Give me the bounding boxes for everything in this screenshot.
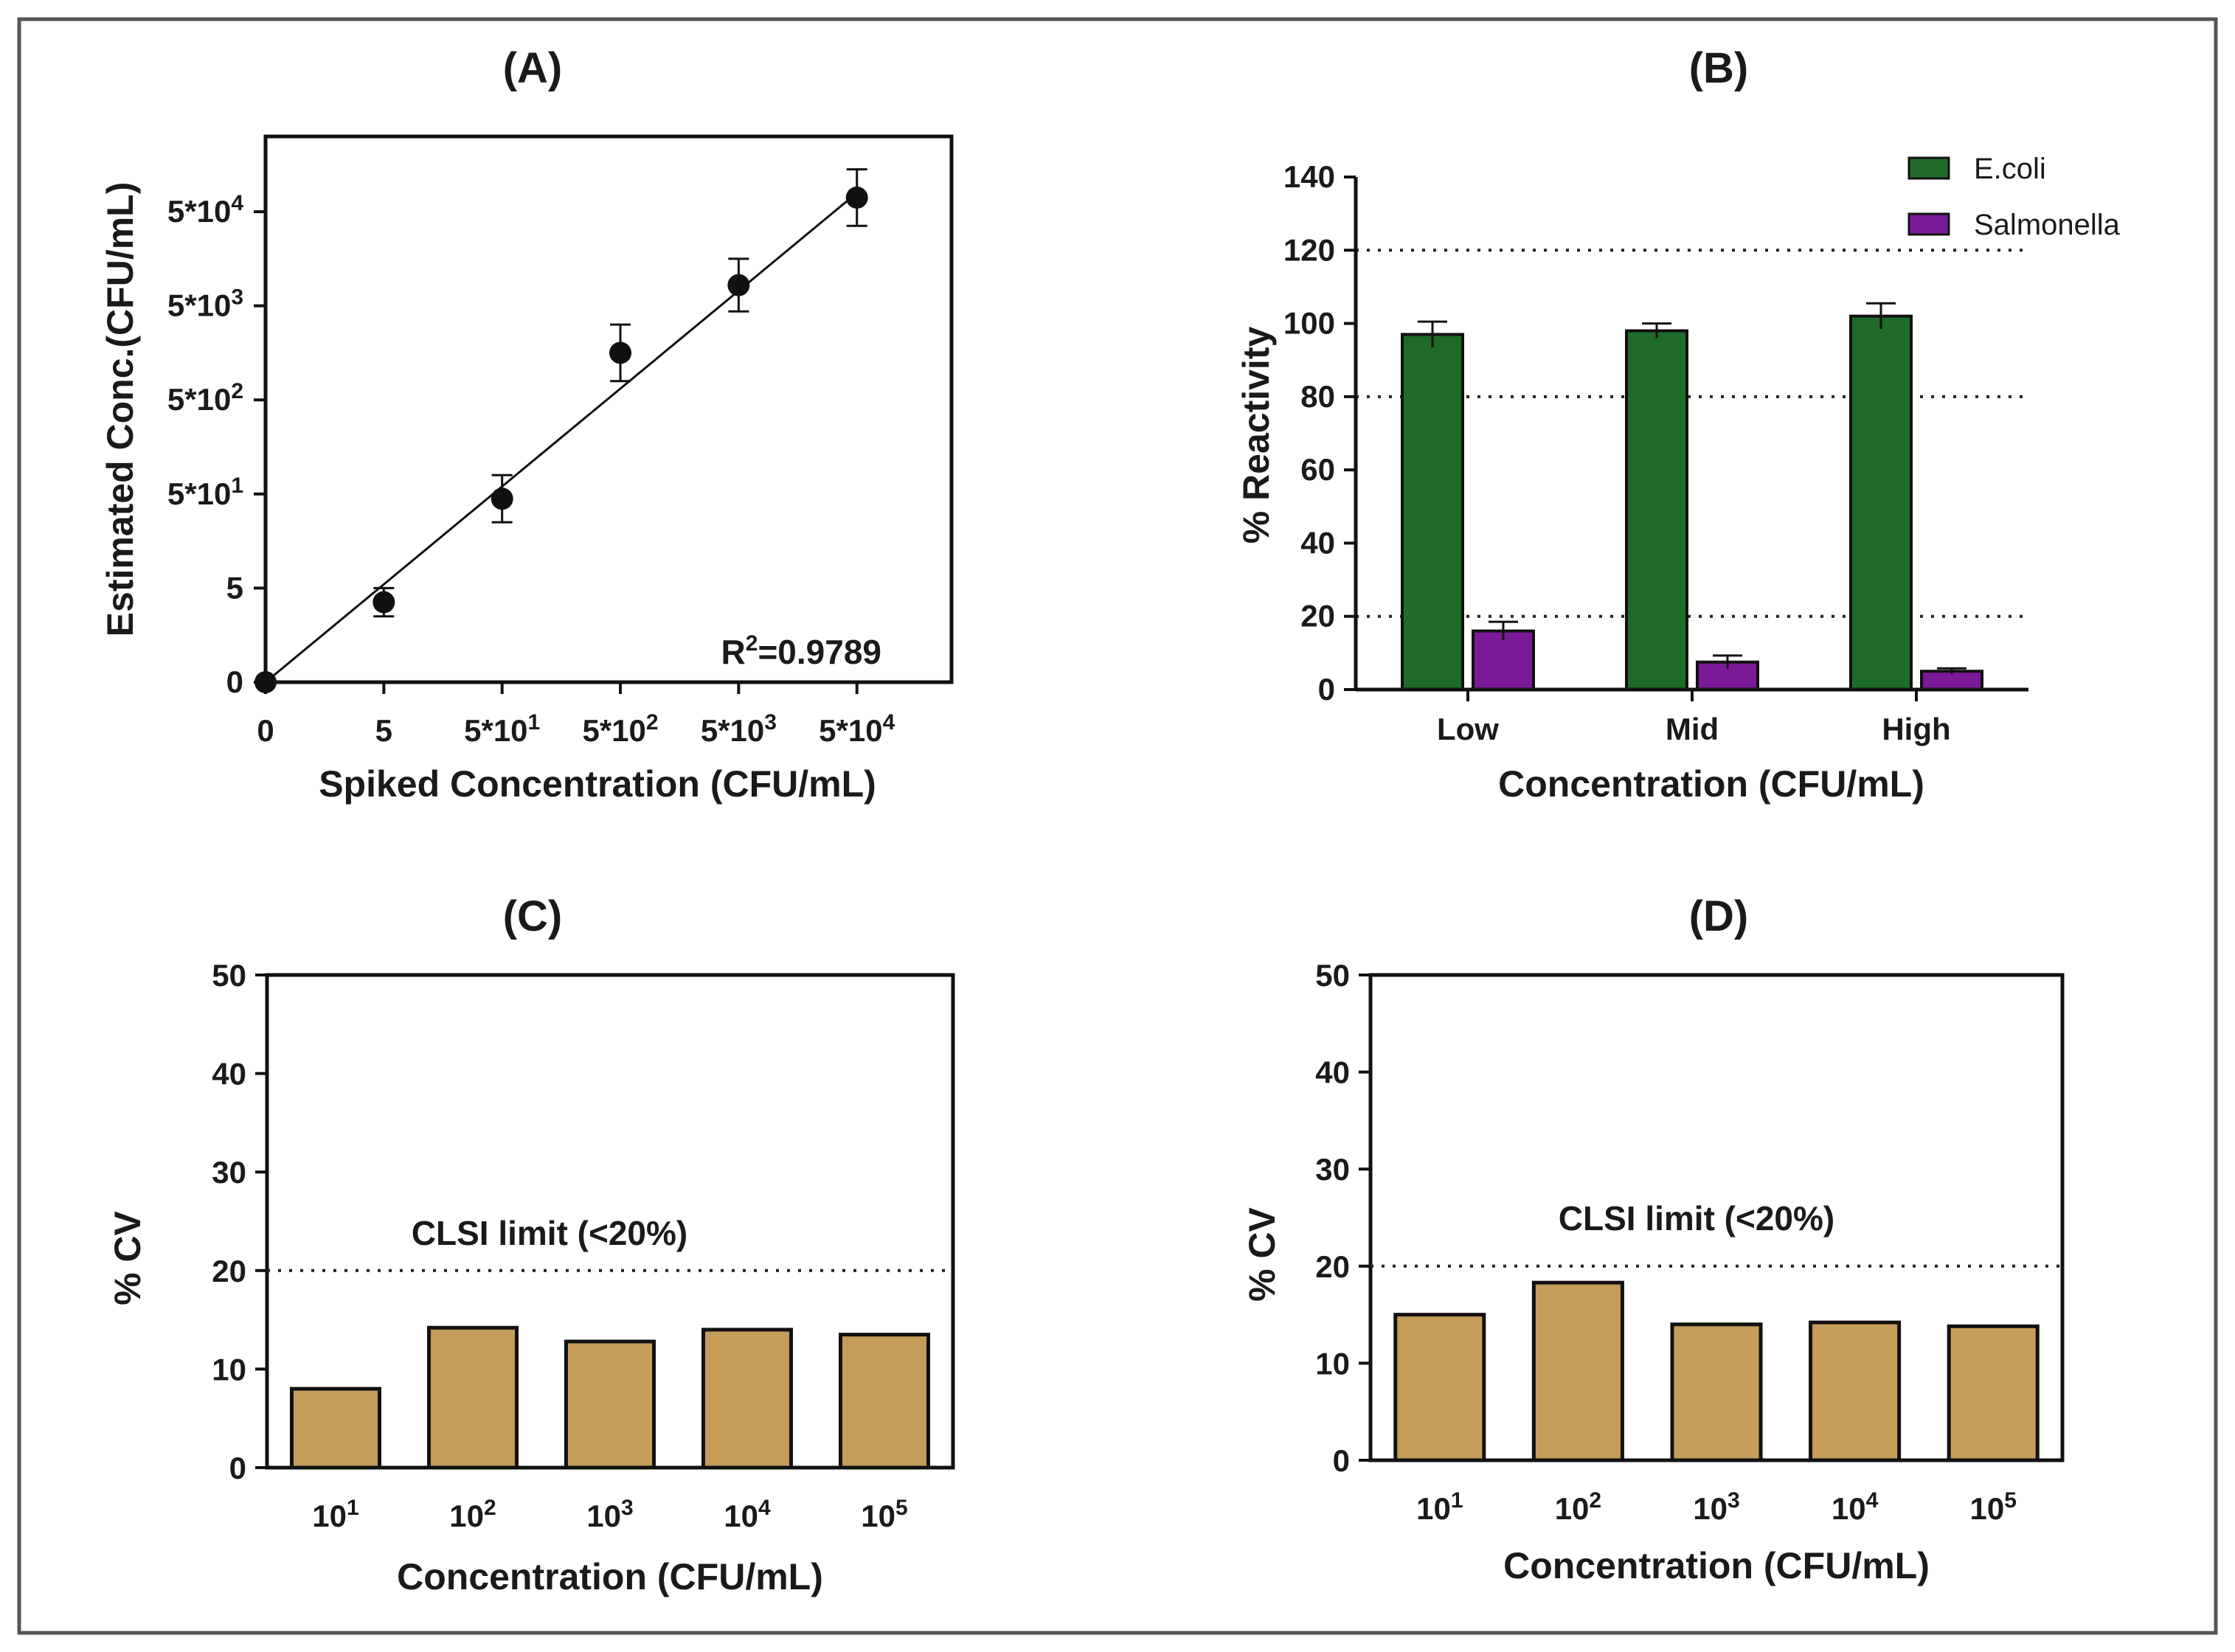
panel-c-x-tick-label: 103 [586, 1496, 633, 1533]
panel-d-reference-label: CLSI limit (<20%) [1559, 1199, 1834, 1238]
panel-c-x-tick-label: 105 [861, 1496, 907, 1533]
panel-b-legend-swatch [1907, 212, 1950, 236]
panel-a-plot-frame [263, 134, 954, 684]
panel-c-y-tick-label: 20 [212, 1254, 246, 1288]
panel-c-title: (C) [503, 892, 563, 940]
panel-c-bar [564, 1339, 656, 1470]
panel-c-x-title: Concentration (CFU/mL) [397, 1556, 823, 1597]
panel-d-bar [1809, 1320, 1902, 1462]
panel-a-y-tick-label: 5 [226, 570, 243, 605]
panel-d-y-title: % CV [1241, 1207, 1283, 1301]
panel-a-data-point [727, 274, 750, 296]
panel-a-y-tick-label: 5*104 [167, 191, 243, 229]
panel-d-x-tick-label: 104 [1832, 1488, 1879, 1526]
panel-a-x-tick-label: 5 [375, 713, 392, 748]
panel-d-x-title: Concentration (CFU/mL) [1503, 1545, 1930, 1586]
panel-b-x-tick-label: Mid [1666, 712, 1719, 746]
panel-a-x-tick-label: 5*104 [819, 710, 895, 748]
panel-b-y-tick-label: 60 [1300, 452, 1335, 487]
panel-b: (B) Low Mid High 0 20 40 60 80 100 120 140 Concentra… [1236, 44, 2121, 805]
panel-b-y-tick-label: 0 [1318, 672, 1335, 707]
panel-a-r2-label: R2=0.9789 [721, 631, 881, 671]
panel-a-y-title: Estimated Conc.(CFU/mL) [100, 182, 141, 637]
panel-b-x-tick-label: High [1882, 712, 1950, 746]
panel-a-y-tick-label: 5*103 [167, 285, 243, 323]
panel-b-y-tick-label: 40 [1300, 525, 1335, 560]
panel-a-data-point [491, 487, 513, 510]
panel-d-bar [1531, 1280, 1624, 1462]
panel-b-bar-salmonella [1472, 629, 1535, 691]
panel-b-title: (B) [1689, 44, 1749, 92]
panel-b-y-tick-label: 120 [1283, 232, 1335, 267]
panel-c-reference-label: CLSI limit (<20%) [412, 1214, 687, 1252]
panel-d-y-tick-label: 20 [1315, 1249, 1350, 1284]
figure-frame [17, 17, 2218, 1635]
panel-c-y-tick-label: 50 [212, 958, 246, 993]
panel-d-y-tick-label: 50 [1315, 958, 1350, 993]
panel-a-x-tick-label: 0 [257, 713, 274, 748]
panel-d: (D) CLSI limit (<20%) 101 102 103 104 105 0 10 20… [1241, 892, 2065, 1586]
panel-a-x-tick-label: 5*102 [582, 710, 658, 748]
panel-c-y-title: % CV [107, 1210, 148, 1305]
panel-a-data-point [254, 671, 277, 693]
panel-d-title: (D) [1689, 892, 1749, 940]
panel-d-bar [1393, 1313, 1486, 1462]
panel-c-x-tick-label: 101 [312, 1496, 358, 1533]
panel-c-bar [701, 1328, 794, 1470]
panel-a-y-tick-label: 0 [226, 664, 243, 699]
panel-c-x-tick-label: 102 [449, 1496, 496, 1533]
panel-a-data-point [609, 341, 632, 364]
panel-c-y-tick-label: 40 [212, 1057, 246, 1092]
panel-b-x-title: Concentration (CFU/mL) [1498, 763, 1924, 805]
panel-c-x-tick-label: 104 [724, 1496, 771, 1533]
panel-c-bar [289, 1386, 382, 1470]
panel-c-y-tick-label: 0 [229, 1451, 246, 1485]
panel-d-x-tick-label: 101 [1416, 1488, 1463, 1526]
panel-d-x-tick-label: 105 [1969, 1488, 2016, 1526]
panel-a-y-tick-label: 5*101 [167, 473, 243, 511]
panel-d-y-tick-label: 0 [1333, 1443, 1350, 1478]
panel-d-bar [1670, 1322, 1763, 1462]
panel-a: (A) 0 5 5*101 5*102 5*103 5*104 0 5 5*101 5*102 5*1… [100, 44, 954, 805]
panel-a-x-tick-label: 5*101 [464, 710, 540, 748]
panel-b-y-tick-label: 140 [1283, 159, 1335, 194]
panel-b-y-title: % Reactivity [1236, 327, 1277, 544]
panel-a-y-tick-label: 5*102 [167, 379, 243, 417]
panel-a-x-title: Spiked Concentration (CFU/mL) [319, 763, 876, 805]
panel-b-bar-ecoli [1625, 329, 1688, 691]
panel-b-bar-ecoli [1849, 314, 1913, 691]
panel-b-legend-label: E.coli [1974, 153, 2046, 185]
panel-a-x-tick-label: 5*103 [701, 710, 777, 748]
panel-d-y-tick-label: 30 [1315, 1152, 1350, 1187]
panel-c-bar [838, 1333, 931, 1470]
panel-d-bar [1947, 1324, 2040, 1462]
panel-a-fit-line [265, 192, 858, 684]
panel-d-x-tick-label: 103 [1693, 1488, 1739, 1526]
panel-a-data-point [372, 591, 395, 614]
panel-c-y-tick-label: 10 [212, 1352, 246, 1386]
panel-b-y-tick-label: 20 [1300, 599, 1335, 634]
panel-b-x-tick-label: Low [1437, 712, 1499, 746]
panel-d-y-tick-label: 40 [1315, 1055, 1350, 1090]
panel-b-y-tick-label: 100 [1283, 306, 1335, 341]
panel-b-legend-swatch [1907, 156, 1950, 180]
panel-d-y-tick-label: 10 [1315, 1346, 1350, 1381]
panel-b-legend-label: Salmonella [1974, 209, 2121, 241]
panel-d-x-tick-label: 102 [1555, 1488, 1601, 1526]
panel-a-title: (A) [503, 44, 563, 92]
panel-c: (C) CLSI limit (<20%) 101 102 103 104 105 0 10 20… [107, 892, 955, 1597]
panel-c-bar [426, 1325, 519, 1470]
panel-b-y-tick-label: 80 [1300, 379, 1335, 414]
panel-c-y-tick-label: 30 [212, 1155, 246, 1190]
panel-a-data-point [845, 186, 868, 209]
panel-b-bar-ecoli [1401, 333, 1464, 691]
